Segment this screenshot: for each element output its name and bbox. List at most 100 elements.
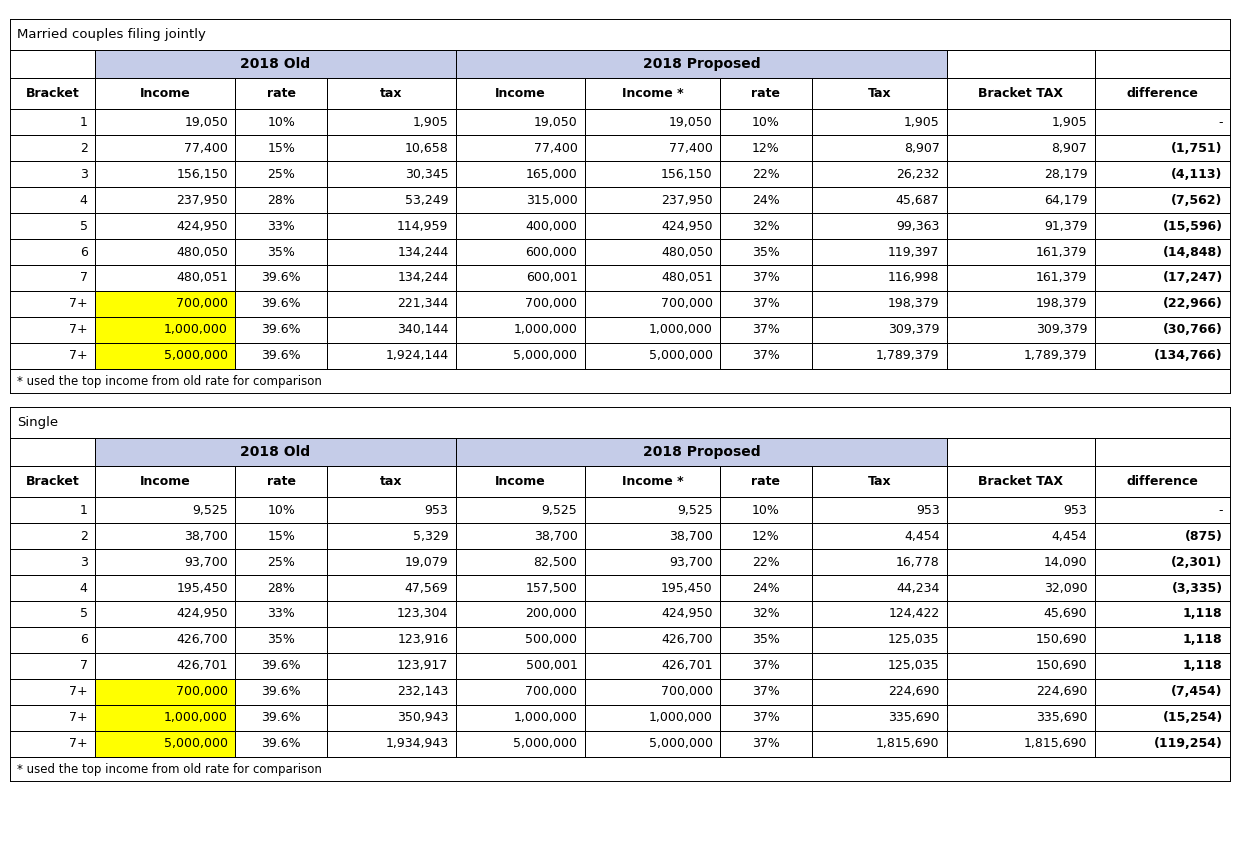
Text: Bracket: Bracket (26, 87, 79, 100)
Bar (10, 438, 95, 466)
Text: Single: Single (17, 416, 58, 430)
Text: 35%: 35% (267, 245, 295, 259)
Bar (236, 239, 327, 265)
Bar (947, 109, 1095, 135)
Text: 125,035: 125,035 (888, 659, 940, 673)
Bar (456, 438, 947, 466)
Text: 600,000: 600,000 (526, 245, 578, 259)
Bar (585, 549, 720, 575)
Text: 426,701: 426,701 (661, 659, 713, 673)
Bar (10, 601, 95, 627)
Bar (585, 135, 720, 161)
Text: 1,815,690: 1,815,690 (875, 737, 940, 751)
Bar (1095, 653, 1230, 679)
Bar (10, 78, 95, 109)
Bar (812, 549, 947, 575)
Bar (10, 19, 1230, 50)
Bar (812, 109, 947, 135)
Bar (1095, 135, 1230, 161)
Text: 134,244: 134,244 (397, 271, 449, 285)
Text: 480,051: 480,051 (661, 271, 713, 285)
Text: 232,143: 232,143 (397, 685, 449, 699)
Text: 195,450: 195,450 (176, 581, 228, 595)
Text: 10,658: 10,658 (404, 141, 449, 155)
Text: 335,690: 335,690 (1035, 711, 1087, 725)
Text: 1,905: 1,905 (413, 115, 449, 129)
Bar (1095, 523, 1230, 549)
Text: 1,000,000: 1,000,000 (649, 323, 713, 337)
Bar (1095, 466, 1230, 497)
Text: 5,000,000: 5,000,000 (649, 349, 713, 363)
Bar (236, 497, 327, 523)
Text: Income: Income (140, 475, 191, 488)
Bar (95, 731, 236, 757)
Bar (10, 109, 95, 135)
Bar (236, 109, 327, 135)
Text: * used the top income from old rate for comparison: * used the top income from old rate for … (17, 374, 322, 388)
Bar (10, 50, 95, 78)
Text: 156,150: 156,150 (661, 167, 713, 181)
Bar (1095, 265, 1230, 291)
Text: tax: tax (381, 87, 403, 100)
Bar (236, 731, 327, 757)
Bar (720, 317, 812, 343)
Bar (585, 213, 720, 239)
Bar (947, 575, 1095, 601)
Bar (327, 601, 456, 627)
Bar (236, 627, 327, 653)
Text: 480,050: 480,050 (661, 245, 713, 259)
Bar (456, 317, 585, 343)
Bar (720, 265, 812, 291)
Bar (947, 653, 1095, 679)
Bar (95, 135, 236, 161)
Bar (327, 291, 456, 317)
Bar (585, 317, 720, 343)
Bar (236, 653, 327, 679)
Text: 700,000: 700,000 (661, 685, 713, 699)
Bar (327, 497, 456, 523)
Text: (134,766): (134,766) (1154, 349, 1223, 363)
Text: 15%: 15% (267, 529, 295, 543)
Bar (327, 466, 456, 497)
Bar (1095, 317, 1230, 343)
Bar (95, 705, 236, 731)
Bar (812, 627, 947, 653)
Bar (10, 466, 95, 497)
Text: (22,966): (22,966) (1163, 297, 1223, 311)
Bar (327, 239, 456, 265)
Bar (327, 187, 456, 213)
Text: 5,000,000: 5,000,000 (513, 349, 578, 363)
Bar (327, 575, 456, 601)
Text: 7: 7 (79, 271, 88, 285)
Text: 500,000: 500,000 (526, 633, 578, 647)
Bar (456, 627, 585, 653)
Text: 25%: 25% (267, 167, 295, 181)
Bar (720, 679, 812, 705)
Text: 9,525: 9,525 (192, 503, 228, 517)
Bar (456, 78, 585, 109)
Text: 5,000,000: 5,000,000 (513, 737, 578, 751)
Bar (10, 161, 95, 187)
Text: 700,000: 700,000 (176, 297, 228, 311)
Bar (947, 78, 1095, 109)
Text: 39.6%: 39.6% (262, 685, 301, 699)
Text: (15,596): (15,596) (1163, 219, 1223, 233)
Text: 10%: 10% (751, 115, 780, 129)
Bar (585, 679, 720, 705)
Bar (10, 343, 95, 369)
Text: 123,916: 123,916 (397, 633, 449, 647)
Bar (1095, 601, 1230, 627)
Bar (1095, 78, 1230, 109)
Bar (585, 109, 720, 135)
Text: 2018 Old: 2018 Old (241, 445, 310, 459)
Text: (7,454): (7,454) (1171, 685, 1223, 699)
Text: 1,815,690: 1,815,690 (1024, 737, 1087, 751)
Bar (95, 466, 236, 497)
Text: 150,690: 150,690 (1035, 633, 1087, 647)
Text: 14,090: 14,090 (1044, 555, 1087, 569)
Text: (15,254): (15,254) (1162, 711, 1223, 725)
Text: 38,700: 38,700 (184, 529, 228, 543)
Bar (720, 213, 812, 239)
Bar (1095, 50, 1230, 78)
Bar (95, 50, 456, 78)
